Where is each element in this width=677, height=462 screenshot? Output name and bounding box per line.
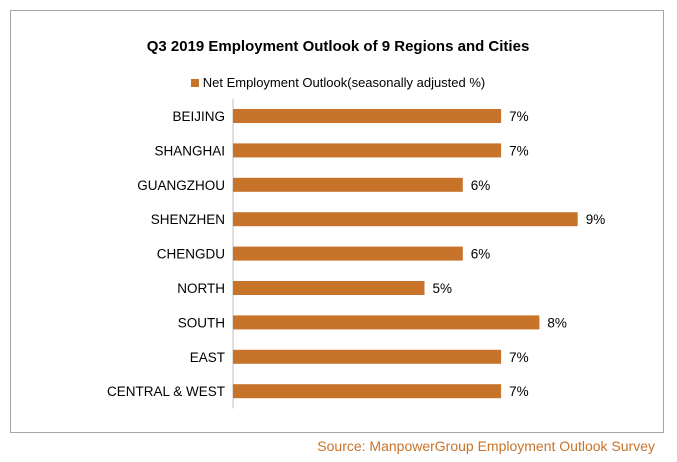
category-label: GUANGZHOU xyxy=(137,178,225,193)
bar xyxy=(233,109,502,123)
bar xyxy=(233,349,502,364)
bar xyxy=(233,384,502,399)
data-label: 7% xyxy=(509,143,529,158)
bar xyxy=(233,315,540,330)
data-label: 7% xyxy=(509,109,529,124)
category-label: BEIJING xyxy=(172,109,225,124)
category-label: CHENGDU xyxy=(157,247,225,262)
bar-chart-plot: BEIJING 7% SHANGHAI 7% GUANGZHOU 6% SHENZHEN 9%… xyxy=(107,98,606,409)
bar xyxy=(233,177,463,192)
category-label: SHENZHEN xyxy=(151,212,225,227)
source-note: Source: ManpowerGroup Employment Outlook… xyxy=(317,438,655,454)
data-label: 8% xyxy=(547,315,567,330)
legend: Net Employment Outlook(seasonally adjust… xyxy=(11,75,665,90)
data-label: 7% xyxy=(509,350,529,365)
chart-frame: Q3 2019 Employment Outlook of 9 Regions … xyxy=(10,10,664,433)
category-label: SHANGHAI xyxy=(154,143,225,158)
category-label: EAST xyxy=(190,350,225,365)
bar xyxy=(233,212,578,227)
category-label: SOUTH xyxy=(178,315,225,330)
bar xyxy=(233,281,425,295)
data-label: 6% xyxy=(471,178,491,193)
bar xyxy=(233,143,502,158)
data-label: 6% xyxy=(471,247,491,262)
bar xyxy=(233,246,463,261)
data-label: 9% xyxy=(586,212,606,227)
data-label: 5% xyxy=(433,281,453,296)
chart-title: Q3 2019 Employment Outlook of 9 Regions … xyxy=(146,38,530,55)
category-label: CENTRAL & WEST xyxy=(107,384,225,399)
legend-label: Net Employment Outlook(seasonally adjust… xyxy=(202,75,486,90)
legend-swatch xyxy=(190,78,199,87)
data-label: 7% xyxy=(509,384,529,399)
category-label: NORTH xyxy=(177,281,225,296)
